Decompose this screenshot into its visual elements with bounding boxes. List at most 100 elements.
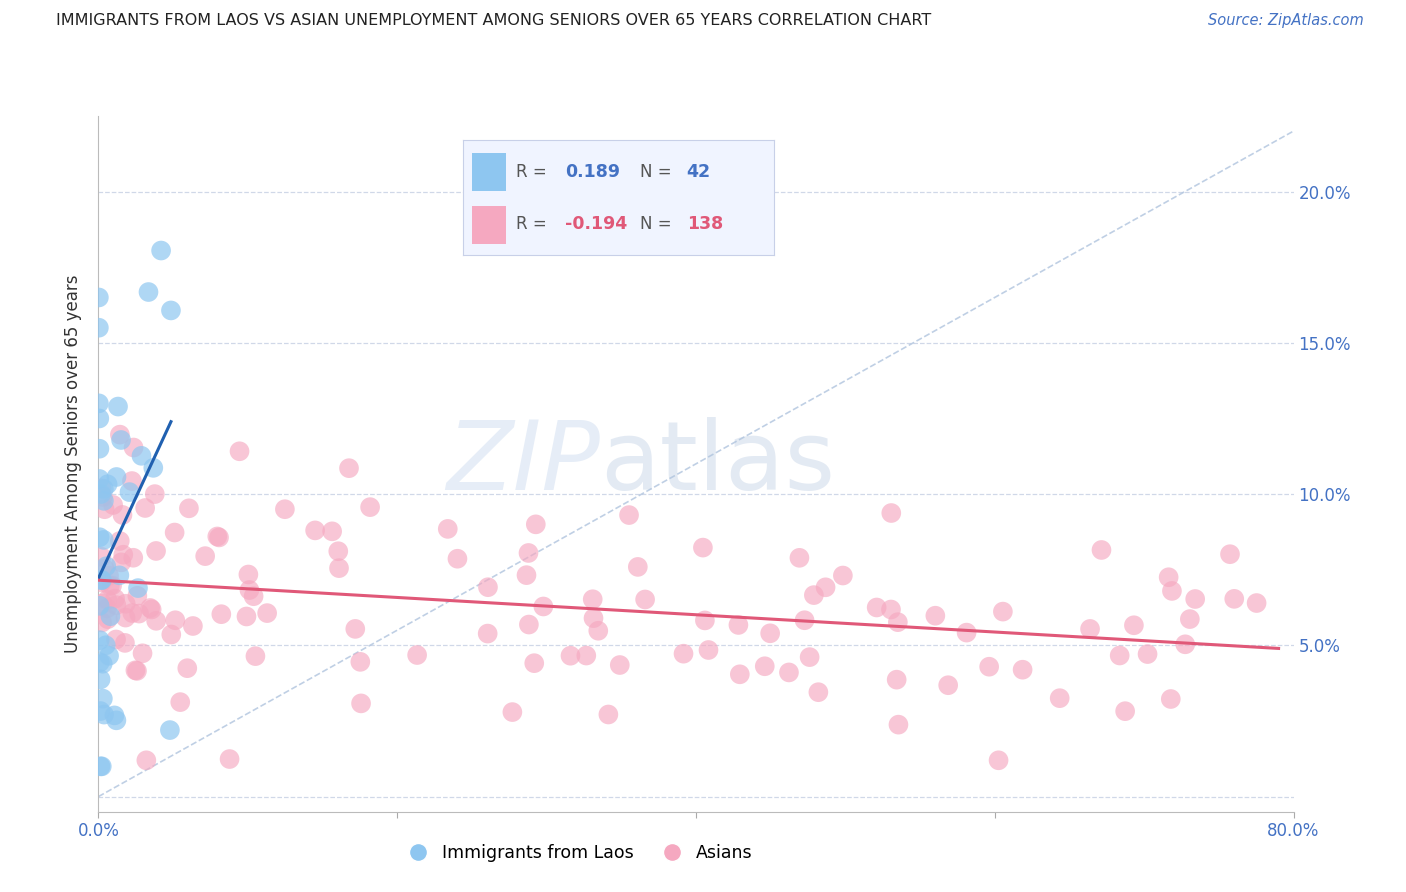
Point [105,598,128,612]
Point [515,568,537,582]
Point [194,549,217,563]
Text: N =: N = [640,215,676,233]
Point [524,517,547,532]
Point [121,474,143,488]
Point [128,607,150,621]
Point [93,482,115,496]
Text: R =: R = [516,163,551,181]
Point [101,578,124,592]
Point [141,602,163,616]
Point [110,555,132,569]
Point [1184,592,1206,607]
Point [110,433,132,447]
Point [831,568,853,582]
Point [242,589,264,603]
Point [350,697,373,711]
Point [96,601,118,615]
Point [436,522,458,536]
Point [96,593,118,607]
Point [145,544,167,558]
Point [91,615,114,630]
Point [89,656,111,670]
Point [1114,704,1136,718]
Point [501,705,523,719]
Point [91,490,114,504]
Point [238,567,260,582]
Point [145,614,167,628]
Point [90,673,112,687]
Point [406,648,429,662]
Point [138,285,160,299]
Point [1161,583,1184,598]
Point [1108,648,1130,663]
Text: IMMIGRANTS FROM LAOS VS ASIAN UNEMPLOYMENT AMONG SENIORS OVER 65 YEARS CORRELATI: IMMIGRANTS FROM LAOS VS ASIAN UNEMPLOYME… [56,13,932,29]
Point [91,657,114,671]
Point [105,714,128,728]
Point [91,597,114,611]
Point [112,548,135,562]
Point [1011,663,1033,677]
Point [89,759,111,773]
Point [111,508,134,522]
Point [634,592,657,607]
Point [1178,612,1201,626]
Point [955,625,977,640]
Point [100,609,122,624]
Point [208,531,231,545]
Point [778,665,800,680]
Point [517,617,540,632]
Point [799,650,821,665]
Text: 42: 42 [686,163,711,181]
Point [89,599,111,613]
Point [177,501,200,516]
Point [880,602,903,616]
Point [181,619,204,633]
Text: N =: N = [640,163,676,181]
Point [814,580,837,594]
Point [160,303,183,318]
Point [991,605,1014,619]
Point [127,581,149,595]
Point [105,632,128,647]
Point [617,508,640,522]
Point [142,460,165,475]
Point [131,449,153,463]
Point [165,613,187,627]
Point [1157,570,1180,584]
Point [245,649,267,664]
Point [93,533,115,547]
Point [89,472,111,486]
Point [1049,691,1071,706]
Point [446,551,468,566]
Point [90,759,112,773]
Point [98,568,121,582]
Legend: Immigrants from Laos, Asians: Immigrants from Laos, Asians [394,838,759,869]
Point [108,427,131,442]
Point [143,487,166,501]
Point [274,502,297,516]
Point [98,579,121,593]
Point [118,485,141,500]
Point [124,663,146,677]
Point [150,244,173,258]
Bar [472,206,506,244]
Point [122,550,145,565]
Point [1122,618,1144,632]
Y-axis label: Unemployment Among Seniors over 65 years: Unemployment Among Seniors over 65 years [65,275,83,653]
Point [105,470,128,484]
Point [337,461,360,475]
Text: R =: R = [516,215,551,233]
Point [1160,692,1182,706]
Point [90,573,112,587]
Text: 0.189: 0.189 [565,163,620,181]
Point [728,667,751,681]
Point [627,560,650,574]
Point [531,599,554,614]
Point [103,708,125,723]
Point [101,498,124,512]
Point [139,601,162,615]
Point [89,530,111,544]
Point [207,529,229,543]
Point [575,648,598,663]
Point [523,656,546,670]
